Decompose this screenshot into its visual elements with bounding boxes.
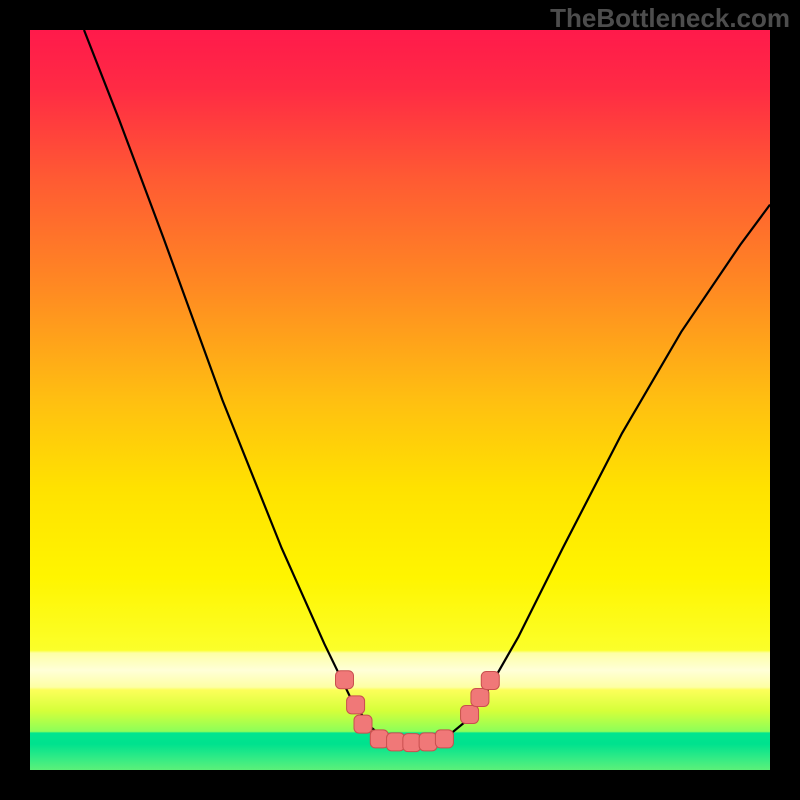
marker-point — [347, 696, 365, 714]
marker-point — [471, 688, 489, 706]
watermark-text: TheBottleneck.com — [550, 3, 790, 34]
marker-point — [354, 715, 372, 733]
marker-point — [435, 730, 453, 748]
marker-point — [336, 671, 354, 689]
marker-point — [387, 733, 405, 751]
marker-point — [403, 734, 421, 752]
marker-point — [419, 733, 437, 751]
marker-point — [370, 730, 388, 748]
marker-point — [481, 671, 499, 689]
plot-background — [30, 30, 770, 770]
marker-point — [461, 706, 479, 724]
bottleneck-chart — [0, 0, 800, 800]
